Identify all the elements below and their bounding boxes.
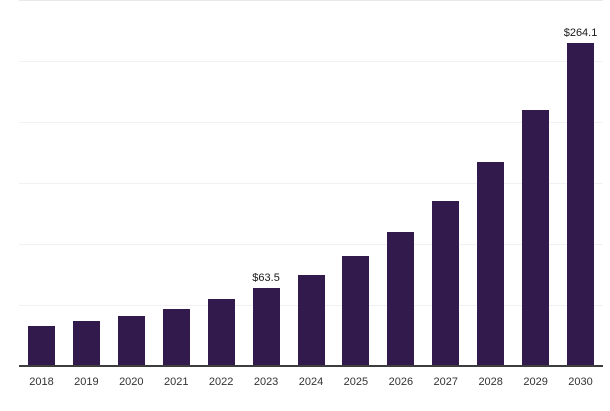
bar-2024 — [297, 275, 325, 365]
gridline — [19, 0, 603, 1]
bar-2029 — [522, 110, 550, 365]
x-tick-label-2018: 2018 — [29, 376, 54, 388]
x-tick-label-2024: 2024 — [298, 376, 324, 388]
x-tick-label-2020: 2020 — [119, 376, 144, 388]
bar-2020 — [117, 316, 145, 365]
bar-2022 — [207, 299, 235, 365]
gridline — [19, 244, 603, 245]
x-tick-label-2023: 2023 — [253, 376, 279, 388]
x-tick-label-2030: 2030 — [568, 376, 593, 388]
bar-2019 — [72, 321, 100, 365]
bar-2023 — [252, 288, 280, 365]
x-tick-label-2026: 2026 — [388, 376, 414, 388]
gridline — [19, 122, 603, 123]
gridline — [19, 183, 603, 184]
x-axis-tick-labels: 2018 2019 2020 2021 2022 2023 2024 2025 2026 2027… — [19, 376, 603, 392]
x-tick-label-2019: 2019 — [74, 376, 99, 388]
x-tick-label-2022: 2022 — [208, 376, 234, 388]
plot-area: $63.5 $264.1 — [19, 0, 603, 367]
x-tick-label-2027: 2027 — [433, 376, 458, 388]
bar-2025 — [342, 256, 370, 365]
x-tick-label-2028: 2028 — [478, 376, 503, 388]
x-tick-label-2029: 2029 — [523, 376, 548, 388]
x-tick-label-2021: 2021 — [163, 376, 189, 388]
bar-value-label-2023: $63.5 — [252, 272, 280, 284]
bar-2027 — [432, 201, 460, 365]
bar-2026 — [387, 232, 415, 365]
x-axis-line — [19, 365, 603, 367]
bar-2028 — [477, 162, 505, 365]
x-tick-label-2025: 2025 — [343, 376, 369, 388]
bar-2030 — [567, 43, 595, 365]
bar-2021 — [162, 309, 190, 365]
gridline — [19, 61, 603, 62]
bar-value-label-2030: $264.1 — [563, 27, 598, 39]
bar-2018 — [27, 326, 55, 365]
